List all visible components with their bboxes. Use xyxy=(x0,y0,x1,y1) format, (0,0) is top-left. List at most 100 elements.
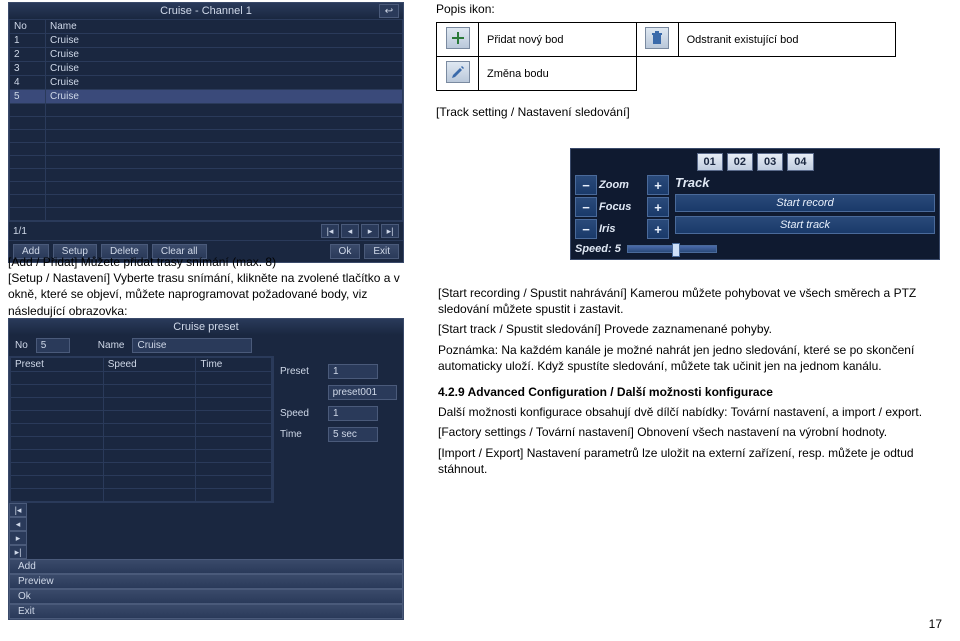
preset-col2: Time xyxy=(196,358,272,372)
table-row-empty xyxy=(11,437,272,450)
preset-title: Cruise preset xyxy=(9,319,403,335)
preset-col1: Speed xyxy=(103,358,196,372)
table-row-empty xyxy=(10,208,403,221)
table-row-empty xyxy=(11,463,272,476)
preset-table: Preset Speed Time xyxy=(10,357,272,502)
preset-page-prev-icon[interactable]: ◂ xyxy=(9,517,27,531)
table-row-empty xyxy=(11,385,272,398)
page-prev-icon[interactable]: ◂ xyxy=(341,224,359,238)
no-label: No xyxy=(15,340,28,351)
table-row-empty xyxy=(11,489,272,502)
ptz-zoom-row: − Zoom + xyxy=(575,175,669,195)
preset-side: Preset 1 preset001 Speed 1 Time 5 sec xyxy=(273,356,403,503)
legend-pencil-text: Změna bodu xyxy=(479,57,637,91)
page-number: 17 xyxy=(929,617,942,631)
name-input[interactable]: Cruise xyxy=(132,338,252,353)
table-row[interactable]: 5Cruise xyxy=(10,90,403,104)
icon-legend: Popis ikon: Přidat nový bod Odstranit ex… xyxy=(436,2,946,119)
iris-label: Iris xyxy=(599,223,645,235)
preset-field-label: Preset xyxy=(280,366,322,377)
channel-01-button[interactable]: 01 xyxy=(697,153,723,171)
cruise-table: No Name 1Cruise2Cruise3Cruise4Cruise5Cru… xyxy=(9,19,403,221)
table-row[interactable]: 3Cruise xyxy=(10,62,403,76)
table-row-empty xyxy=(11,424,272,437)
zoom-minus-button[interactable]: − xyxy=(575,175,597,195)
cruise-description: [Add / Přidat] Můžete přidat trasy snímá… xyxy=(8,254,404,319)
time-field-label: Time xyxy=(280,429,322,440)
table-row-empty xyxy=(11,411,272,424)
mid-line1: [Add / Přidat] Můžete přidat trasy snímá… xyxy=(8,254,404,270)
preset-exit-button[interactable]: Exit xyxy=(9,604,403,619)
p2: [Start track / Spustit sledování] Proved… xyxy=(438,321,948,337)
focus-minus-button[interactable]: − xyxy=(575,197,597,217)
plus-icon xyxy=(446,27,470,49)
table-row-empty xyxy=(11,476,272,489)
track-label: Track xyxy=(675,175,935,190)
zoom-plus-button[interactable]: + xyxy=(647,175,669,195)
pencil-icon xyxy=(446,61,470,83)
table-row[interactable]: 1Cruise xyxy=(10,34,403,48)
ptz-iris-row: − Iris + xyxy=(575,219,669,239)
table-row-empty xyxy=(10,130,403,143)
preset-page-last-icon[interactable]: ▸| xyxy=(9,545,27,559)
zoom-label: Zoom xyxy=(599,179,645,191)
cruise-list-panel: Cruise - Channel 1 ↩ No Name 1Cruise2Cru… xyxy=(8,2,404,263)
preset-field-input[interactable]: 1 xyxy=(328,364,378,379)
track-setting-heading: [Track setting / Nastavení sledování] xyxy=(436,105,946,119)
back-icon[interactable]: ↩ xyxy=(379,4,399,18)
start-track-button[interactable]: Start track xyxy=(675,216,935,234)
h4: 4.2.9 Advanced Configuration / Další mož… xyxy=(438,384,948,400)
legend-trash-text: Odstranit existující bod xyxy=(678,23,895,57)
table-row-empty xyxy=(10,169,403,182)
legend-plus-text: Přidat nový bod xyxy=(479,23,637,57)
table-row[interactable]: 2Cruise xyxy=(10,48,403,62)
name-label: Name xyxy=(98,340,125,351)
iris-plus-button[interactable]: + xyxy=(647,219,669,239)
channel-03-button[interactable]: 03 xyxy=(757,153,783,171)
table-row-empty xyxy=(11,398,272,411)
page-last-icon[interactable]: ▸| xyxy=(381,224,399,238)
p4: Další možnosti konfigurace obsahují dvě … xyxy=(438,404,948,420)
speed-label: Speed: 5 xyxy=(575,243,621,255)
table-row[interactable]: 4Cruise xyxy=(10,76,403,90)
channel-02-button[interactable]: 02 xyxy=(727,153,753,171)
focus-plus-button[interactable]: + xyxy=(647,197,669,217)
table-row-empty xyxy=(10,156,403,169)
speed-slider[interactable] xyxy=(627,245,717,253)
time-field-input[interactable]: 5 sec xyxy=(328,427,378,442)
trash-icon xyxy=(645,27,669,49)
cruise-pager: 1/1 |◂ ◂ ▸ ▸| xyxy=(9,221,403,240)
pager-text: 1/1 xyxy=(13,226,27,237)
preset-ok-button[interactable]: Ok xyxy=(9,589,403,604)
preset-page-next-icon[interactable]: ▸ xyxy=(9,531,27,545)
p5: [Factory settings / Tovární nastavení] O… xyxy=(438,424,948,440)
preset-add-button[interactable]: Add xyxy=(9,559,403,574)
cruise-title-text: Cruise - Channel 1 xyxy=(160,5,252,17)
preset-name-input[interactable]: preset001 xyxy=(328,385,397,400)
preset-pager: |◂ ◂ ▸ ▸| xyxy=(9,503,403,559)
preset-preview-button[interactable]: Preview xyxy=(9,574,403,589)
p1: [Start recording / Spustit nahrávání] Ka… xyxy=(438,285,948,317)
text-column: [Start recording / Spustit nahrávání] Ka… xyxy=(438,285,948,481)
col-no: No xyxy=(10,20,46,34)
col-name: Name xyxy=(46,20,403,34)
ptz-focus-row: − Focus + xyxy=(575,197,669,217)
no-input[interactable]: 5 xyxy=(36,338,70,353)
page-first-icon[interactable]: |◂ xyxy=(321,224,339,238)
page-next-icon[interactable]: ▸ xyxy=(361,224,379,238)
cruise-panel-title: Cruise - Channel 1 ↩ xyxy=(9,3,403,19)
speed-field-input[interactable]: 1 xyxy=(328,406,378,421)
p3: Poznámka: Na každém kanále je možné nahr… xyxy=(438,342,948,374)
table-row-empty xyxy=(10,195,403,208)
focus-label: Focus xyxy=(599,201,645,213)
table-row-empty xyxy=(11,372,272,385)
ptz-control-panel: 01020304 − Zoom + − Focus + − Iris + Tra… xyxy=(570,148,940,260)
iris-minus-button[interactable]: − xyxy=(575,219,597,239)
table-row-empty xyxy=(10,117,403,130)
preset-page-first-icon[interactable]: |◂ xyxy=(9,503,27,517)
channel-04-button[interactable]: 04 xyxy=(787,153,813,171)
legend-head: Popis ikon: xyxy=(436,2,946,16)
p6: [Import / Export] Nastavení parametrů lz… xyxy=(438,445,948,477)
table-row-empty xyxy=(10,143,403,156)
start-record-button[interactable]: Start record xyxy=(675,194,935,212)
